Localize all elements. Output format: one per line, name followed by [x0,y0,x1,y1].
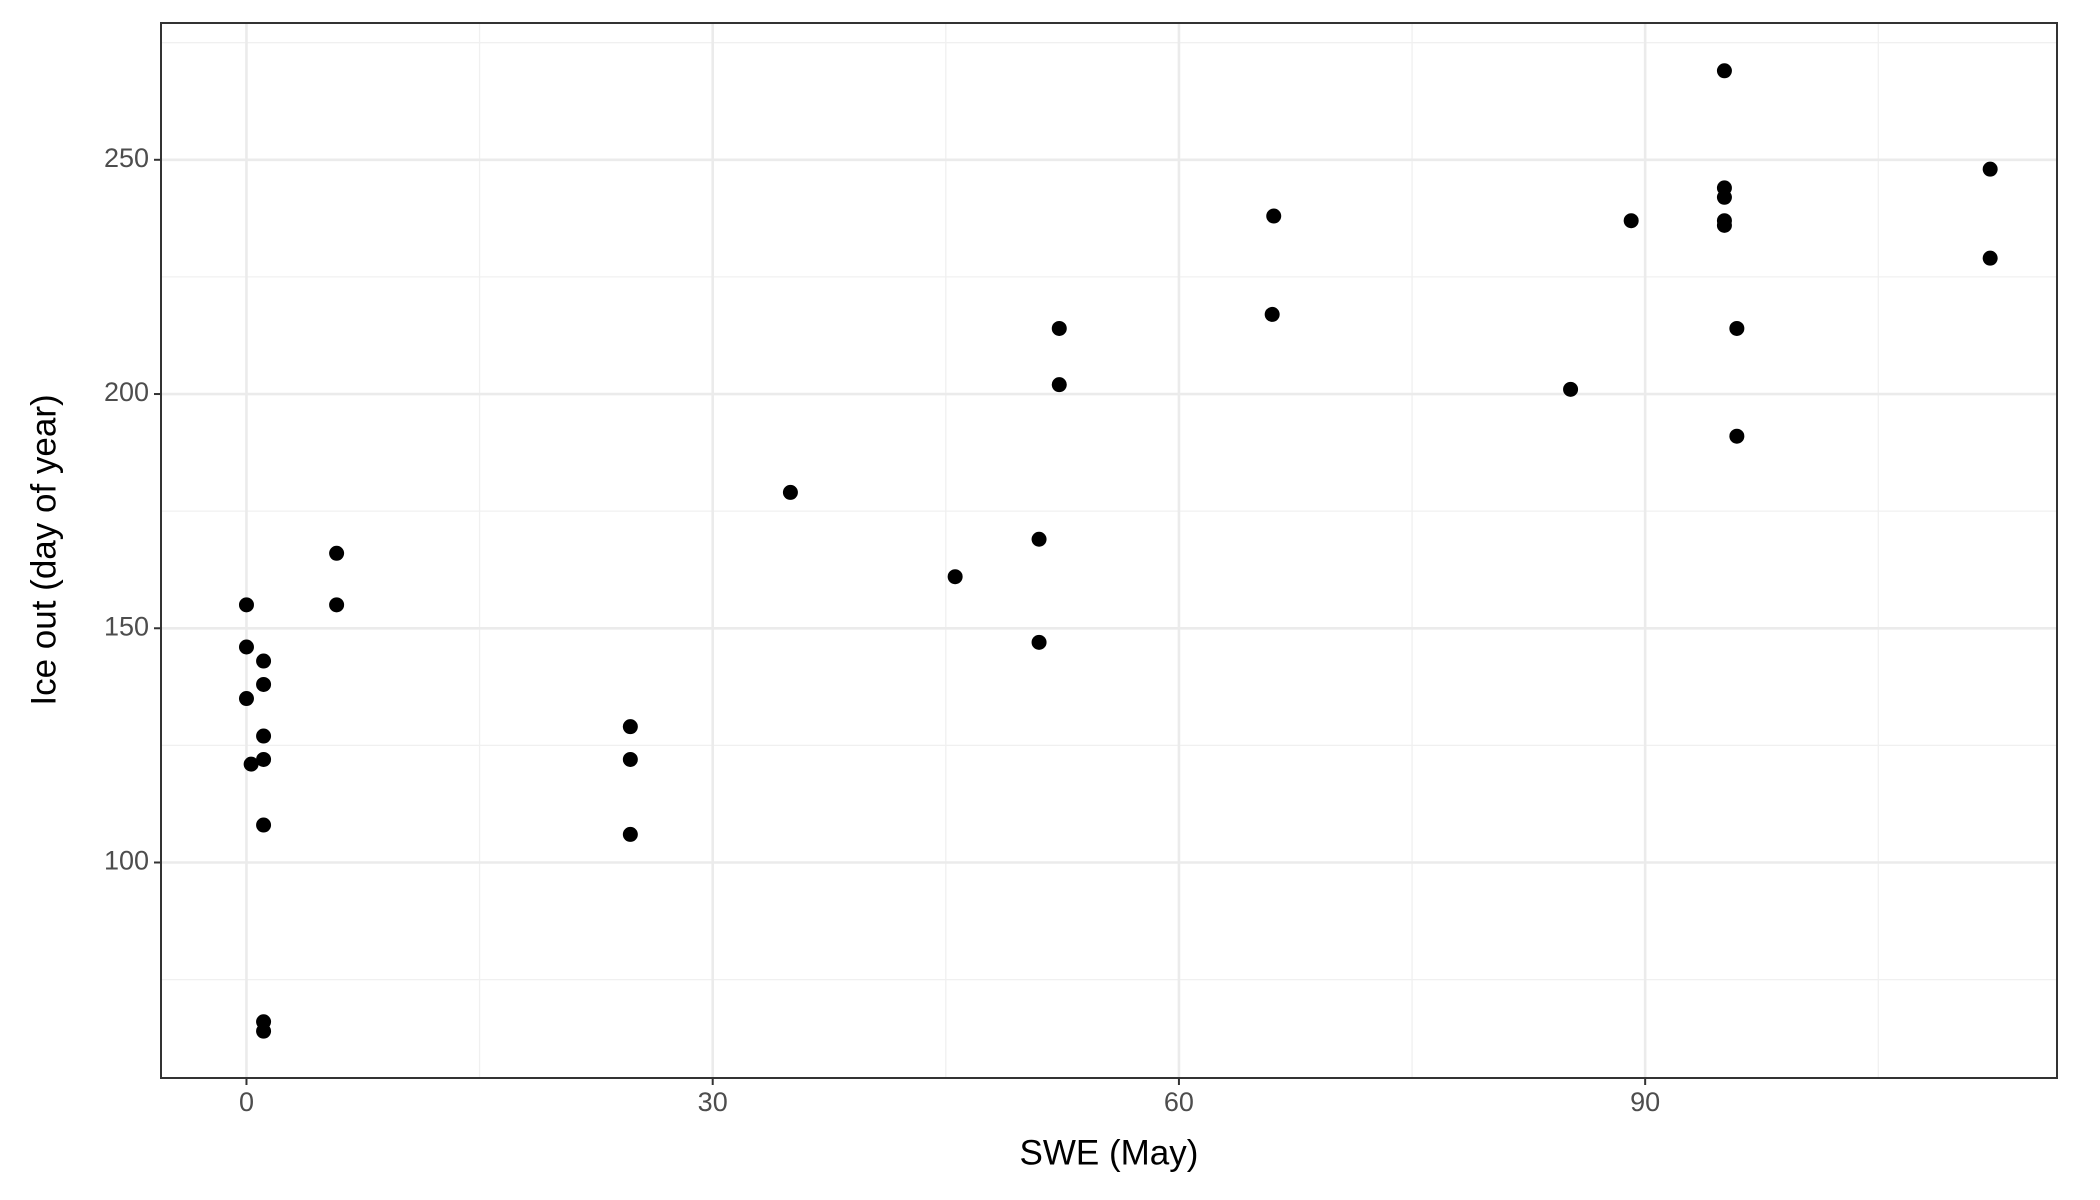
point [1264,306,1280,322]
x-tick-label: 0 [239,1087,254,1117]
point [1563,381,1579,397]
panel-border [160,22,2058,1079]
point [1982,161,1998,177]
point [329,545,345,561]
point [256,1023,272,1039]
x-axis-title: SWE (May) [1020,1133,1199,1172]
point [1716,217,1732,233]
point [1051,377,1067,393]
point [256,676,272,692]
point [256,653,272,669]
point [1729,320,1745,336]
point [622,719,638,735]
point [238,597,254,613]
x-tick-label: 60 [1164,1087,1194,1117]
point [1729,428,1745,444]
point [782,484,798,500]
point [1716,63,1732,79]
point [329,597,345,613]
point [1051,320,1067,336]
point [256,728,272,744]
y-tick-label: 150 [104,611,149,641]
y-axis-title: Ice out (day of year) [24,394,63,705]
point [1031,531,1047,547]
point [1031,634,1047,650]
y-tick-label: 250 [104,143,149,173]
point [238,691,254,707]
point [1716,189,1732,205]
points [238,63,1998,1039]
point [947,569,963,585]
point [1623,213,1639,229]
y-tick-label: 200 [104,377,149,407]
point [243,756,259,772]
x-tick-label: 90 [1630,1087,1660,1117]
point [1266,208,1282,224]
y-tick-label: 100 [104,846,149,876]
point [622,826,638,842]
point [622,751,638,767]
grid [161,23,2057,1078]
x-tick-label: 30 [698,1087,728,1117]
point [1982,250,1998,266]
point [256,817,272,833]
point [256,751,272,767]
point [238,639,254,655]
